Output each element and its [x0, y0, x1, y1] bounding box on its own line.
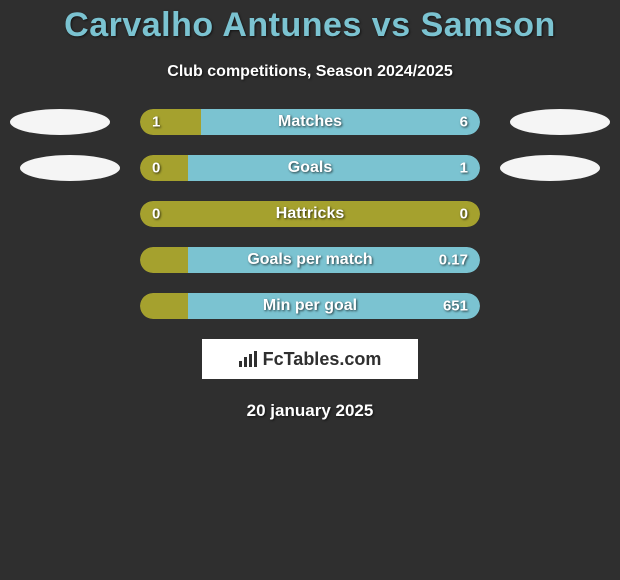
bar-right-segment [188, 155, 480, 181]
player-badge-right [500, 155, 600, 181]
bar-left-segment [140, 293, 188, 319]
stat-bar: 0 Hattricks 0 [140, 201, 480, 227]
bar-left-segment [140, 155, 188, 181]
stat-label: Min per goal [263, 297, 357, 315]
stat-row-hattricks: 0 Hattricks 0 [0, 201, 620, 227]
stat-label: Matches [278, 113, 342, 131]
player-badge-left [20, 155, 120, 181]
source-logo: FcTables.com [202, 339, 418, 379]
stat-bar: 1 Matches 6 [140, 109, 480, 135]
stat-value-right: 0.17 [439, 252, 468, 269]
chart-icon [239, 351, 259, 367]
logo-text: FcTables.com [239, 349, 382, 370]
stat-value-right: 1 [460, 160, 468, 177]
stat-bar: Goals per match 0.17 [140, 247, 480, 273]
stat-value-left: 0 [152, 160, 160, 177]
stat-row-goals: 0 Goals 1 [0, 155, 620, 181]
date-label: 20 january 2025 [0, 401, 620, 421]
stat-row-mpg: Min per goal 651 [0, 293, 620, 319]
stat-value-left: 0 [152, 206, 160, 223]
comparison-infographic: Carvalho Antunes vs Samson Club competit… [0, 0, 620, 421]
stat-label: Goals [288, 159, 332, 177]
player-badge-right [510, 109, 610, 135]
bar-left-segment [140, 247, 188, 273]
stat-value-left: 1 [152, 114, 160, 131]
player-badge-left [10, 109, 110, 135]
stat-value-right: 6 [460, 114, 468, 131]
bar-left-segment [140, 109, 201, 135]
page-title: Carvalho Antunes vs Samson [0, 6, 620, 45]
stat-bar: Min per goal 651 [140, 293, 480, 319]
stat-label: Hattricks [276, 205, 344, 223]
stat-label: Goals per match [247, 251, 372, 269]
logo-label: FcTables.com [263, 349, 382, 370]
subtitle: Club competitions, Season 2024/2025 [0, 63, 620, 81]
stat-value-right: 0 [460, 206, 468, 223]
stat-value-right: 651 [443, 298, 468, 315]
stat-bar: 0 Goals 1 [140, 155, 480, 181]
stats-area: 1 Matches 6 0 Goals 1 0 Hattricks 0 [0, 109, 620, 319]
stat-row-matches: 1 Matches 6 [0, 109, 620, 135]
stat-row-gpm: Goals per match 0.17 [0, 247, 620, 273]
